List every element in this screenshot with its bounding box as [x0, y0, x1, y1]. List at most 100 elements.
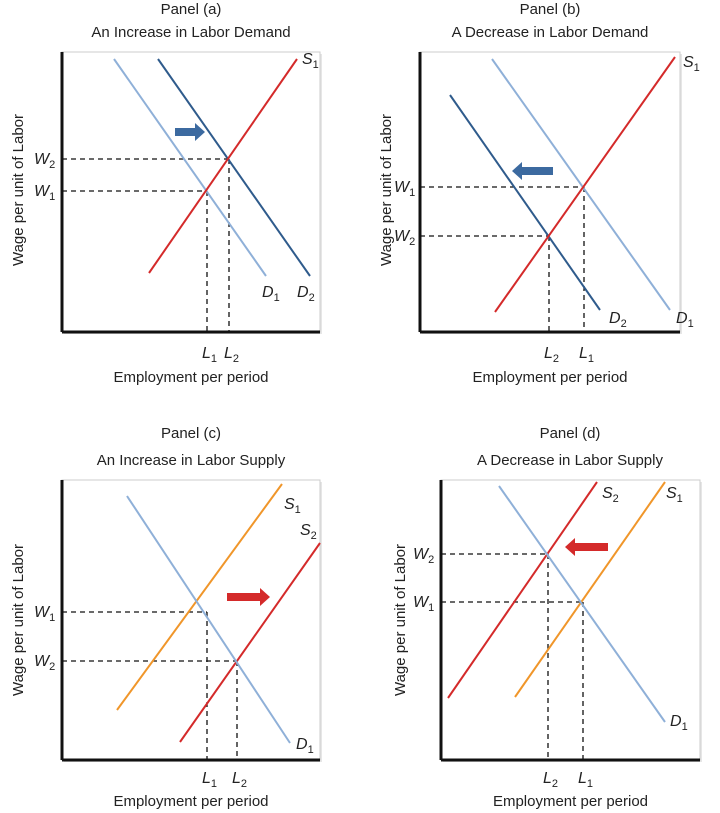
- supply-curve-2: [179, 542, 321, 743]
- x-axis-label: Employment per period: [493, 793, 648, 810]
- panel-subtitle: A Decrease in Labor Demand: [452, 24, 649, 41]
- y-axis-label: Wage per unit of Labor: [10, 114, 27, 266]
- employment-label-subscript: 1: [587, 778, 593, 790]
- curve-label-main: D: [262, 284, 274, 301]
- curve-label-main: D: [670, 713, 682, 730]
- employment-label-subscript: 1: [211, 778, 217, 790]
- curve-label-subscript: 1: [295, 504, 301, 516]
- arrow-head: [260, 588, 270, 606]
- employment-label-subscript: 2: [553, 353, 559, 365]
- employment-label: L2: [543, 770, 558, 790]
- wage-label-subscript: 2: [409, 236, 415, 248]
- supply-curve-2: [447, 481, 598, 699]
- wage-label: W2: [34, 653, 55, 673]
- arrow-shaft: [227, 593, 260, 601]
- panel-title: Panel (d): [540, 425, 601, 442]
- curve-label-main: S: [284, 496, 295, 513]
- demand-curve-1: [126, 495, 291, 744]
- supply-curve-1: [116, 483, 283, 711]
- arrow-head: [512, 162, 522, 180]
- plot-area: [440, 479, 701, 761]
- shift-arrow-right-icon: [227, 588, 270, 606]
- arrow-head: [565, 538, 575, 556]
- employment-label: L1: [202, 770, 217, 790]
- curve-label: S2: [602, 485, 619, 505]
- curve-label-subscript: 2: [621, 318, 627, 330]
- curve-label-main: S: [300, 522, 311, 539]
- wage-label-main: W: [34, 183, 51, 200]
- curve-label: S1: [683, 54, 700, 74]
- curve-label-subscript: 1: [682, 721, 688, 733]
- employment-label: L1: [202, 345, 217, 365]
- panel-d: Panel (d) A Decrease in Labor Supply Emplo…: [392, 425, 702, 810]
- y-axis-label: Wage per unit of Labor: [378, 114, 395, 266]
- supply-curve-1: [494, 56, 676, 313]
- wage-label-main: W: [34, 151, 51, 168]
- employment-label-main: L: [202, 770, 211, 787]
- employment-label-subscript: 2: [241, 778, 247, 790]
- curve-label-main: S: [666, 485, 677, 502]
- wage-label-subscript: 1: [49, 612, 55, 624]
- curve-label-main: D: [676, 310, 688, 327]
- wage-label-main: W: [394, 179, 411, 196]
- curve-label: S1: [284, 496, 301, 516]
- curve-label-subscript: 1: [274, 292, 280, 304]
- wage-label-subscript: 1: [409, 187, 415, 199]
- employment-label-subscript: 2: [552, 778, 558, 790]
- curve-label-main: D: [609, 310, 621, 327]
- wage-label-subscript: 2: [49, 661, 55, 673]
- curve-label-subscript: 1: [694, 62, 700, 74]
- supply-curve-1: [514, 481, 666, 698]
- employment-label: L2: [224, 345, 239, 365]
- curve-label: S1: [302, 51, 319, 71]
- curve-label-subscript: 1: [313, 59, 319, 71]
- y-axis-label: Wage per unit of Labor: [10, 544, 27, 696]
- wage-label-subscript: 1: [49, 191, 55, 203]
- panel-subtitle: A Decrease in Labor Supply: [477, 452, 663, 469]
- panel-a: Panel (a) An Increase in Labor Demand Empl…: [10, 1, 322, 386]
- demand-curve-1: [498, 485, 666, 723]
- plot-area: [419, 51, 681, 333]
- curve-label: S2: [300, 522, 317, 542]
- panel-title: Panel (a): [161, 1, 222, 18]
- x-axis-label: Employment per period: [113, 793, 268, 810]
- arrow-head: [195, 123, 205, 141]
- wage-label-main: W: [34, 604, 51, 621]
- curve-label-main: D: [296, 736, 308, 753]
- demand-curve-2: [157, 58, 311, 277]
- wage-label-main: W: [34, 653, 51, 670]
- wage-label-subscript: 1: [428, 602, 434, 614]
- curve-label: S1: [666, 485, 683, 505]
- plot-area: [61, 479, 321, 761]
- demand-curve-1: [491, 58, 671, 311]
- curve-label-subscript: 1: [308, 744, 314, 756]
- y-axis-label: Wage per unit of Labor: [392, 544, 409, 696]
- arrow-shaft: [575, 543, 608, 551]
- arrow-shaft: [175, 128, 195, 136]
- employment-label: L2: [232, 770, 247, 790]
- supply-curve-1: [148, 58, 298, 274]
- employment-label-main: L: [232, 770, 241, 787]
- curve-label-main: S: [602, 485, 613, 502]
- panel-b: Panel (b) A Decrease in Labor Demand Emplo…: [378, 1, 700, 386]
- panel-subtitle: An Increase in Labor Supply: [97, 452, 286, 469]
- curve-label-subscript: 2: [309, 292, 315, 304]
- curve-label: D2: [609, 310, 627, 330]
- employment-label-subscript: 1: [588, 353, 594, 365]
- curve-label: D1: [262, 284, 280, 304]
- shift-arrow-left-icon: [565, 538, 608, 556]
- wage-label-main: W: [413, 594, 430, 611]
- x-axis-label: Employment per period: [113, 369, 268, 386]
- employment-label-main: L: [544, 345, 553, 362]
- wage-label-main: W: [394, 228, 411, 245]
- plot-area: [61, 51, 321, 333]
- panel-title: Panel (c): [161, 425, 221, 442]
- wage-label: W2: [34, 151, 55, 171]
- employment-label-main: L: [224, 345, 233, 362]
- wage-label-subscript: 2: [428, 554, 434, 566]
- curve-label: D1: [296, 736, 314, 756]
- wage-label: W2: [413, 546, 434, 566]
- curve-label-main: D: [297, 284, 309, 301]
- employment-label-main: L: [543, 770, 552, 787]
